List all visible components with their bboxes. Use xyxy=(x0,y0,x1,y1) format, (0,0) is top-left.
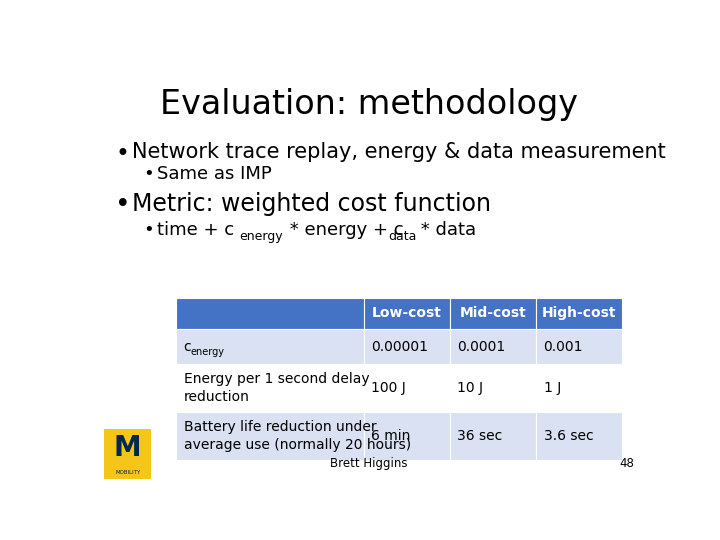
Text: MOBILITY: MOBILITY xyxy=(115,470,140,475)
Text: 48: 48 xyxy=(619,457,634,470)
Text: •: • xyxy=(115,192,131,218)
Text: •: • xyxy=(143,165,154,184)
Text: 0.00001: 0.00001 xyxy=(372,340,428,354)
Text: energy: energy xyxy=(240,230,283,243)
FancyBboxPatch shape xyxy=(450,298,536,329)
Text: 0.001: 0.001 xyxy=(544,340,583,354)
FancyBboxPatch shape xyxy=(450,364,536,412)
FancyBboxPatch shape xyxy=(450,329,536,364)
FancyBboxPatch shape xyxy=(450,412,536,460)
Text: •: • xyxy=(115,141,129,166)
Text: Same as IMP: Same as IMP xyxy=(157,165,271,184)
Text: 10 J: 10 J xyxy=(457,381,483,395)
Text: * energy + c: * energy + c xyxy=(284,221,403,239)
Text: Evaluation: methodology: Evaluation: methodology xyxy=(160,87,578,120)
FancyBboxPatch shape xyxy=(104,429,151,478)
Text: Metric: weighted cost function: Metric: weighted cost function xyxy=(132,192,491,215)
Text: Energy per 1 second delay
reduction: Energy per 1 second delay reduction xyxy=(184,372,369,404)
Text: 6 min: 6 min xyxy=(372,429,410,443)
Text: time + c: time + c xyxy=(157,221,234,239)
FancyBboxPatch shape xyxy=(176,412,364,460)
Text: c: c xyxy=(184,340,192,354)
Text: 100 J: 100 J xyxy=(372,381,406,395)
Text: * data: * data xyxy=(415,221,476,239)
Text: M: M xyxy=(114,434,141,462)
Text: Low-cost: Low-cost xyxy=(372,306,442,320)
Text: 0.0001: 0.0001 xyxy=(457,340,505,354)
Text: Network trace replay, energy & data measurement: Network trace replay, energy & data meas… xyxy=(132,141,665,161)
FancyBboxPatch shape xyxy=(176,329,364,364)
FancyBboxPatch shape xyxy=(536,298,623,329)
FancyBboxPatch shape xyxy=(536,412,623,460)
FancyBboxPatch shape xyxy=(176,364,364,412)
Text: High-cost: High-cost xyxy=(542,306,616,320)
FancyBboxPatch shape xyxy=(536,364,623,412)
FancyBboxPatch shape xyxy=(364,412,450,460)
Text: data: data xyxy=(388,230,416,243)
FancyBboxPatch shape xyxy=(364,298,450,329)
Text: 1 J: 1 J xyxy=(544,381,561,395)
FancyBboxPatch shape xyxy=(176,298,364,329)
Text: 3.6 sec: 3.6 sec xyxy=(544,429,593,443)
Text: Mid-cost: Mid-cost xyxy=(460,306,526,320)
Text: •: • xyxy=(143,221,154,239)
Text: Brett Higgins: Brett Higgins xyxy=(330,457,408,470)
Text: Battery life reduction under
average use (normally 20 hours): Battery life reduction under average use… xyxy=(184,420,411,452)
FancyBboxPatch shape xyxy=(536,329,623,364)
FancyBboxPatch shape xyxy=(364,364,450,412)
Text: energy: energy xyxy=(190,347,225,357)
Text: 36 sec: 36 sec xyxy=(457,429,503,443)
FancyBboxPatch shape xyxy=(364,329,450,364)
